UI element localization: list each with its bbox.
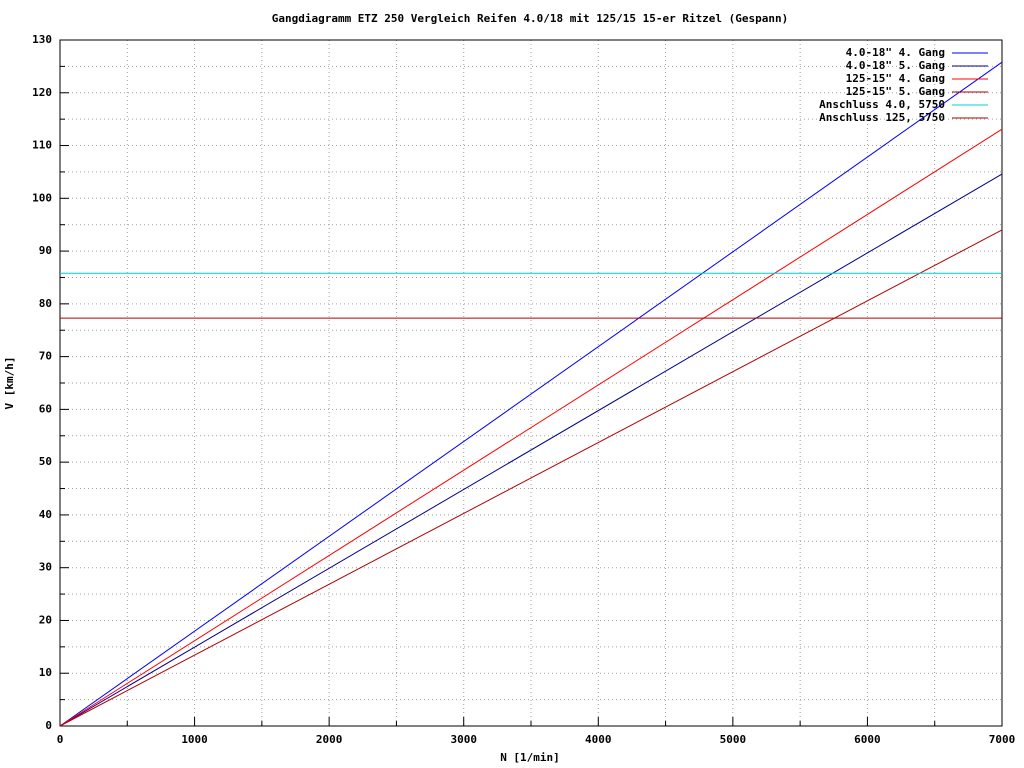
plot-border: [59, 39, 1003, 727]
series-line: [59, 128, 1003, 727]
x-tick-label: 1000: [181, 733, 208, 746]
chart-title: Gangdiagramm ETZ 250 Vergleich Reifen 4.…: [272, 12, 789, 25]
legend-label: 125-15" 5. Gang: [846, 85, 945, 98]
y-axis-label: V [km/h]: [3, 357, 16, 410]
series-line: [59, 173, 1003, 727]
y-tick-label: 70: [39, 350, 52, 363]
x-tick-label: 2000: [316, 733, 343, 746]
y-tick-label: 120: [32, 86, 52, 99]
y-tick-label: 10: [39, 666, 52, 679]
y-tick-label: 40: [39, 508, 52, 521]
x-tick-label: 4000: [585, 733, 612, 746]
y-tick-label: 50: [39, 455, 52, 468]
y-tick-label: 100: [32, 191, 52, 204]
y-tick-label: 110: [32, 139, 52, 152]
series-line: [59, 229, 1003, 727]
y-tick-label: 20: [39, 613, 52, 626]
x-axis-label: N [1/min]: [500, 751, 560, 764]
legend-label: 125-15" 4. Gang: [846, 72, 945, 85]
y-tick-label: 0: [45, 719, 52, 732]
legend-label: Anschluss 4.0, 5750: [819, 98, 945, 111]
y-tick-label: 130: [32, 33, 52, 46]
x-tick-label: 3000: [450, 733, 477, 746]
legend-label: 4.0-18" 5. Gang: [846, 59, 945, 72]
x-tick-label: 5000: [720, 733, 747, 746]
y-tick-label: 60: [39, 402, 52, 415]
y-tick-label: 80: [39, 297, 52, 310]
y-tick-label: 90: [39, 244, 52, 257]
x-tick-label: 0: [57, 733, 64, 746]
series-line: [59, 61, 1003, 727]
x-tick-label: 7000: [989, 733, 1016, 746]
y-tick-label: 30: [39, 561, 52, 574]
legend-label: 4.0-18" 4. Gang: [846, 46, 945, 59]
x-tick-label: 6000: [854, 733, 881, 746]
legend-label: Anschluss 125, 5750: [819, 111, 945, 124]
